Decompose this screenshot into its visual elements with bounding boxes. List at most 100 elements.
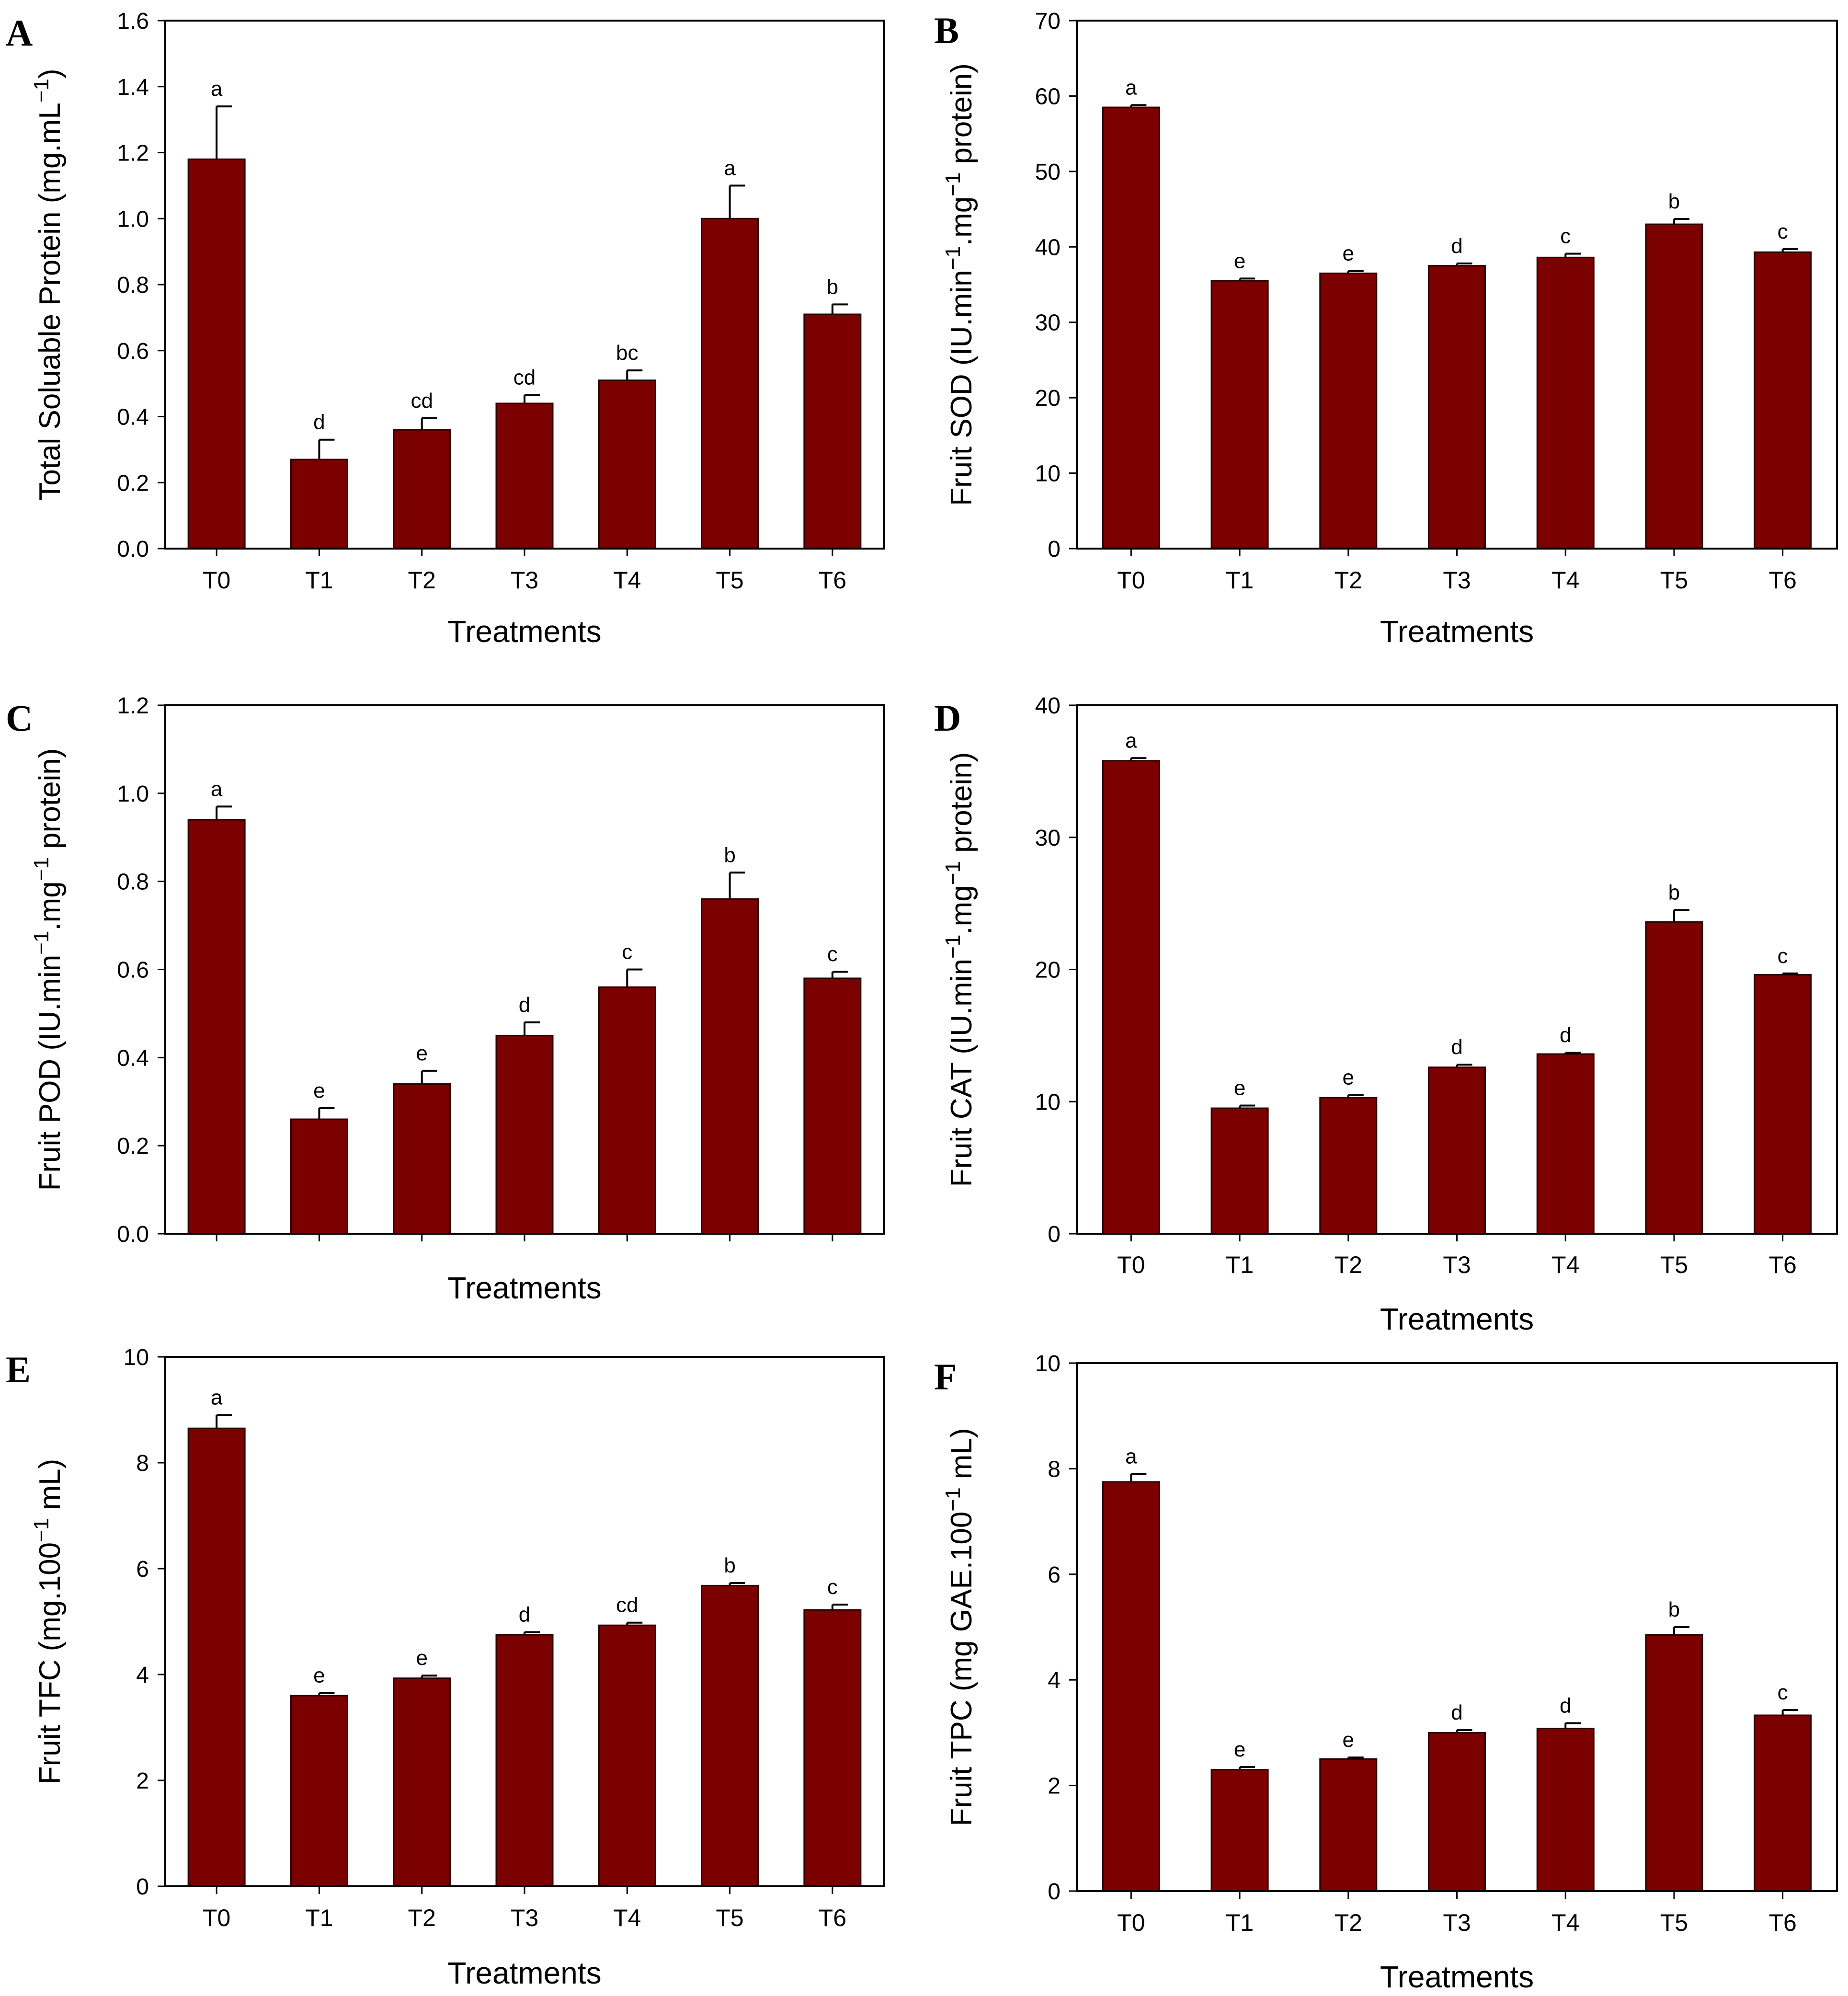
y-axis-label: Fruit CAT (IU.min−1.mg−1 protein) <box>941 752 979 1187</box>
x-axis-label: Treatments <box>1380 1960 1534 1994</box>
x-tick-label: T2 <box>408 567 436 594</box>
chart-panel-e: Ea T0 e T1 e T2 d T3 cd T4 b T5 c T6 0 2 4 6 8 10 Treatments… <box>6 1345 885 1990</box>
significance-letter: bc <box>616 341 638 365</box>
bar <box>1536 256 1595 550</box>
y-tick-label: 4 <box>1048 1668 1061 1693</box>
y-tick-label: 10 <box>1035 461 1061 487</box>
x-tick-label: T3 <box>511 567 538 594</box>
x-tick-label: T2 <box>1335 1251 1362 1278</box>
bar <box>598 379 656 550</box>
chart-panel-d: Da T0 e T1 e T2 d T3 d T4 b T5 c T6 0 10 20 30 40 Treatment… <box>934 693 1838 1336</box>
y-tick-label: 0.2 <box>117 470 149 496</box>
y-axis-label: Fruit TFC (mg.100−1 mL) <box>30 1459 67 1784</box>
significance-letter: e <box>1234 1077 1245 1100</box>
x-tick-label: T4 <box>1551 1251 1579 1278</box>
bar <box>803 977 862 1235</box>
significance-letter: d <box>313 411 325 434</box>
x-tick-label: T6 <box>819 1904 846 1931</box>
x-tick-label: T2 <box>1335 1909 1362 1936</box>
y-tick-label: 0 <box>136 1874 149 1900</box>
significance-letter: d <box>1451 1701 1462 1724</box>
bar <box>701 1584 759 1887</box>
x-tick-label: T1 <box>1226 1251 1254 1278</box>
x-tick-label: T6 <box>1768 1909 1796 1936</box>
y-axis-label: Fruit SOD (IU.min−1.mg−1 protein) <box>941 63 979 506</box>
x-tick-label: T4 <box>613 567 641 594</box>
x-axis-label: Treatments <box>1380 614 1534 649</box>
significance-letter: d <box>1560 1023 1571 1047</box>
y-tick-label: 1.0 <box>117 781 149 807</box>
significance-letter: c <box>622 941 632 964</box>
panel-label: F <box>934 1356 957 1398</box>
panel-label: A <box>6 12 33 54</box>
significance-letter: c <box>1560 224 1571 248</box>
x-axis-label: Treatments <box>447 1956 601 1990</box>
panel-label: E <box>6 1349 31 1390</box>
significance-letter: b <box>827 275 838 298</box>
significance-letter: a <box>211 77 223 101</box>
y-tick-label: 20 <box>1035 958 1061 983</box>
y-tick-label: 8 <box>1048 1457 1061 1482</box>
significance-letter: e <box>313 1079 325 1102</box>
significance-letter: d <box>519 993 530 1017</box>
x-tick-label: T6 <box>1768 1251 1796 1278</box>
y-tick-label: 0 <box>1048 537 1061 562</box>
y-tick-label: 8 <box>136 1451 149 1476</box>
bar <box>290 459 348 550</box>
y-tick-label: 1.6 <box>117 9 149 34</box>
significance-letter: e <box>1343 1066 1354 1089</box>
chart-panel-f: Fa T0 e T1 e T2 d T3 d T4 b T5 c T6 0 2 4 6 8 10 Treatments F… <box>934 1351 1838 1994</box>
significance-letter: a <box>1125 1445 1137 1468</box>
x-tick-label: T4 <box>1551 1909 1579 1936</box>
significance-letter: a <box>1125 76 1137 99</box>
x-tick-label: T6 <box>819 567 846 594</box>
x-tick-label: T6 <box>1768 567 1796 594</box>
y-tick-label: 1.2 <box>117 141 149 166</box>
x-tick-label: T4 <box>613 1904 641 1931</box>
y-tick-label: 2 <box>1048 1774 1061 1799</box>
chart-panel-c: Ca e e d c b c 0.0 0.2 0.4 0.6 0.8 1.0 1.2 Treatments F… <box>6 693 885 1305</box>
bar <box>1210 1107 1269 1235</box>
bar <box>1754 974 1812 1235</box>
plot-frame <box>1076 1362 1838 1892</box>
y-tick-label: 6 <box>136 1557 149 1582</box>
chart-panel-a: Aa T0 d T1 cd T2 cd T3 bc T4 a T5 b T6 0.0 0.2 0.4 0.6 0.8… <box>6 9 885 649</box>
y-tick-label: 4 <box>136 1663 149 1688</box>
significance-letter: e <box>1343 1728 1354 1752</box>
bar <box>187 819 246 1235</box>
bar <box>1536 1053 1595 1235</box>
y-tick-label: 40 <box>1035 235 1061 260</box>
x-tick-label: T0 <box>203 567 230 594</box>
significance-letter: e <box>1343 242 1354 265</box>
bar <box>1319 272 1378 550</box>
y-tick-label: 1.0 <box>117 206 149 232</box>
chart-panel-b: Ba T0 e T1 e T2 d T3 c T4 b T5 c T6 0 10 20 30 40 50 60 70 Tre… <box>934 9 1838 649</box>
bar <box>1645 921 1703 1235</box>
bar <box>393 1677 451 1887</box>
x-tick-label: T0 <box>203 1904 230 1931</box>
panel-label: C <box>6 697 33 739</box>
significance-letter: b <box>724 843 735 867</box>
significance-letter: e <box>313 1664 325 1687</box>
bar <box>495 402 554 550</box>
y-tick-label: 0 <box>1048 1879 1061 1904</box>
y-tick-label: 0.2 <box>117 1134 149 1159</box>
y-tick-label: 30 <box>1035 826 1061 851</box>
significance-letter: c <box>1778 1681 1788 1704</box>
bar <box>1645 223 1703 550</box>
x-tick-label: T2 <box>408 1904 436 1931</box>
bar <box>1428 1732 1486 1892</box>
y-tick-label: 1.2 <box>117 693 149 719</box>
x-tick-label: T3 <box>1443 567 1471 594</box>
significance-letter: c <box>827 942 838 966</box>
bar <box>1319 1758 1378 1892</box>
y-tick-label: 50 <box>1035 160 1061 185</box>
significance-letter: e <box>1234 1738 1245 1761</box>
y-axis-label: Fruit TPC (mg GAE.100−1 mL) <box>941 1428 979 1826</box>
bar <box>1210 280 1269 550</box>
significance-letter: a <box>211 777 223 801</box>
bar <box>701 898 759 1235</box>
y-tick-label: 10 <box>1035 1090 1061 1115</box>
bar <box>1754 1714 1812 1892</box>
significance-letter: c <box>827 1575 838 1599</box>
